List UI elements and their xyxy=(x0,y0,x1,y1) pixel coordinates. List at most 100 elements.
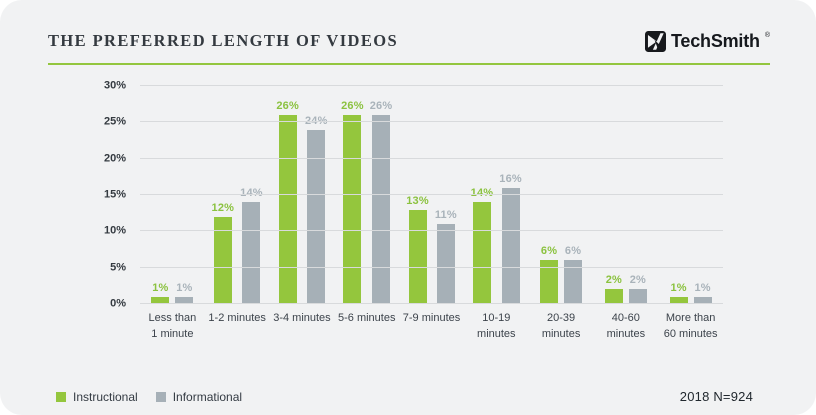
bar-column-instructional: 14% xyxy=(471,86,494,304)
bar-instructional xyxy=(343,115,362,304)
bar-column-informational: 16% xyxy=(499,86,522,304)
x-axis-label: 3-4 minutes xyxy=(273,312,331,324)
x-axis-label: 10-19 minutes xyxy=(477,312,516,340)
bar-value-label: 26% xyxy=(276,100,299,113)
x-axis-labels: Less than 1 minute 1-2 minutes 3-4 minutes… xyxy=(140,311,723,343)
bar-informational xyxy=(372,115,391,304)
bar-group: 1% 1% xyxy=(658,86,723,304)
x-axis-label: Less than 1 minute xyxy=(148,312,197,340)
bar-instructional xyxy=(604,289,623,304)
bar-value-label: 11% xyxy=(434,209,457,222)
x-axis-label: 5-6 minutes xyxy=(337,312,396,324)
bar-value-label: 1% xyxy=(176,281,193,294)
bar-value-label: 26% xyxy=(341,100,364,113)
x-axis-label: 1-2 minutes xyxy=(208,312,266,324)
bar-informational xyxy=(242,202,261,304)
bar-column-instructional: 2% xyxy=(604,86,623,304)
legend-swatch xyxy=(56,392,66,402)
bar-group: 6% 6% xyxy=(529,86,594,304)
y-axis-tick-label: 30% xyxy=(103,79,126,92)
y-axis-tick-label: 20% xyxy=(103,152,126,165)
bar-value-label: 2% xyxy=(605,274,623,287)
y-axis-tick-label: 0% xyxy=(110,297,126,310)
bar-value-label: 13% xyxy=(406,194,429,207)
footer: Instructional Informational 2018 N=924 xyxy=(56,389,753,404)
registered-trademark: ® xyxy=(764,32,770,39)
x-axis-label: 7-9 minutes xyxy=(402,312,461,324)
bar-value-label: 6% xyxy=(540,245,558,258)
bar-column-informational: 24% xyxy=(305,86,328,304)
gridline xyxy=(140,230,723,232)
legend-swatch xyxy=(155,392,166,402)
bar-informational xyxy=(436,224,455,304)
bar-value-label: 14% xyxy=(471,188,494,199)
legend-label: Instructional xyxy=(73,390,138,404)
bar-column-instructional: 1% xyxy=(669,86,688,304)
bar-value-label: 2% xyxy=(629,274,647,287)
bar-informational xyxy=(628,289,647,304)
bar-column-informational: 1% xyxy=(175,86,194,304)
bar-value-label: 6% xyxy=(564,245,582,258)
bar-value-label: 16% xyxy=(499,172,522,185)
bar-group: 2% 2% xyxy=(593,86,658,304)
bar-group: 26% 24% xyxy=(270,86,335,304)
bar-group: 14% 16% xyxy=(464,86,529,304)
x-axis-label: More than 60 minutes xyxy=(663,312,718,340)
x-axis-label: 20-39 minutes xyxy=(541,312,581,340)
bar-column-instructional: 26% xyxy=(341,86,364,304)
gridline xyxy=(140,157,723,159)
x-axis-label: 40-60 minutes xyxy=(606,312,646,340)
bar-value-label: 26% xyxy=(369,100,393,113)
techsmith-logo: TechSmith ® xyxy=(644,30,770,52)
bar-group: 1% 1% xyxy=(140,86,205,304)
bar-value-label: 1% xyxy=(694,281,711,294)
header: THE PREFERRED LENGTH OF VIDEOS TechSmith… xyxy=(48,26,770,56)
bar-column-instructional: 6% xyxy=(540,86,559,304)
bar-instructional xyxy=(213,216,232,304)
bar-column-informational: 1% xyxy=(693,86,712,304)
bar-column-instructional: 1% xyxy=(151,86,170,304)
bar-value-label: 12% xyxy=(211,201,235,214)
bar-column-informational: 11% xyxy=(435,86,457,304)
bar-group: 26% 26% xyxy=(334,86,399,304)
gridline xyxy=(140,121,723,123)
bar-column-informational: 14% xyxy=(240,86,263,304)
legend: Instructional Informational xyxy=(56,390,242,404)
header-divider xyxy=(48,63,770,65)
bar-column-instructional: 12% xyxy=(212,86,235,304)
bar-value-label: 24% xyxy=(305,115,328,127)
bar-column-instructional: 26% xyxy=(276,86,299,304)
bar-instructional xyxy=(669,296,688,304)
legend-item-instructional: Instructional xyxy=(56,390,138,404)
legend-item-informational: Informational xyxy=(155,390,243,404)
y-axis-tick-label: 15% xyxy=(103,188,126,201)
legend-label: Informational xyxy=(172,390,243,404)
bar-instructional xyxy=(278,115,297,304)
bar-column-informational: 2% xyxy=(628,86,647,304)
bar-column-instructional: 13% xyxy=(406,86,429,304)
bar-chart: 1% 1% 12% 14% 26% 24% 26% 26% 13% 11% 14% 16% 6% 6% 2%… xyxy=(48,80,723,309)
gridline xyxy=(140,303,723,304)
bar-instructional xyxy=(540,260,559,304)
bar-value-label: 1% xyxy=(152,281,169,294)
bar-group: 13% 11% xyxy=(399,86,464,304)
techsmith-logo-text: TechSmith xyxy=(670,31,760,51)
bar-group: 12% 14% xyxy=(205,86,270,304)
bar-column-informational: 26% xyxy=(370,86,393,304)
bar-value-label: 14% xyxy=(240,188,263,199)
page-title: THE PREFERRED LENGTH OF VIDEOS xyxy=(48,31,399,50)
techsmith-logo-icon xyxy=(644,30,666,52)
gridline xyxy=(140,85,723,86)
gridline xyxy=(140,266,723,268)
bar-informational xyxy=(501,187,520,304)
bar-instructional xyxy=(472,202,491,304)
bar-informational xyxy=(175,296,194,304)
bar-informational xyxy=(307,129,326,304)
bar-instructional xyxy=(408,209,427,304)
bar-instructional xyxy=(151,296,170,304)
y-axis-tick-label: 5% xyxy=(110,261,126,274)
y-axis-tick-label: 25% xyxy=(103,115,126,128)
footnote: 2018 N=924 xyxy=(679,389,753,404)
bar-informational xyxy=(693,296,712,304)
